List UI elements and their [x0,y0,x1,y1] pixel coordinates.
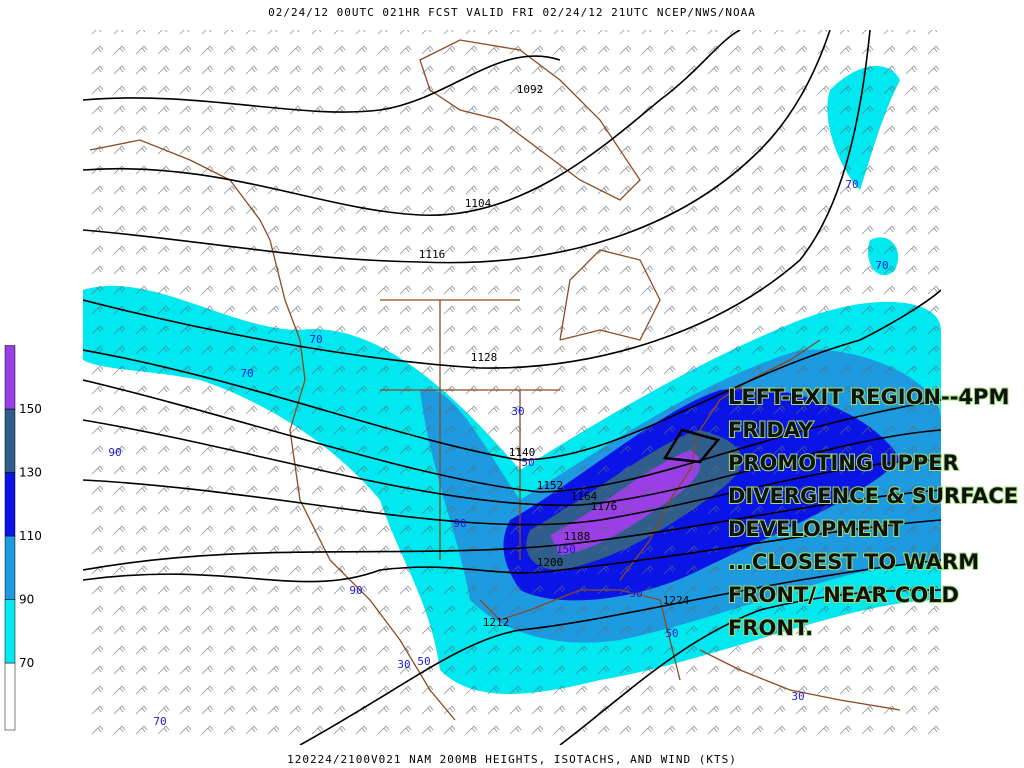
isotach-label: 90 [629,587,642,600]
isotach-label: 90 [349,584,362,597]
contour-label: 1176 [591,500,618,513]
contour-label: 1152 [537,479,564,492]
contour-label: 1212 [483,616,510,629]
isotach-label: 50 [417,655,430,668]
highlight-box [662,428,721,464]
contour-label: 1128 [471,351,498,364]
annotation-line: ...CLOSEST TO WARM [728,550,979,574]
annotation-line: FRONT/ NEAR COLD [728,583,959,607]
isotach-label: 150 [556,543,576,556]
colorbar-segment [4,345,16,410]
contour-label: 1224 [663,594,690,607]
footer-caption: 120224/2100V021 NAM 200MB HEIGHTS, ISOTA… [287,753,737,766]
isotach-label: 30 [511,405,524,418]
annotation-line: FRIDAY [728,418,814,442]
isotach-label: 30 [791,690,804,703]
isotach-label: 70 [153,715,166,728]
coastlines [89,39,901,721]
annotation-line: DIVERGENCE & SURFACE [728,484,1018,508]
annotation-line: PROMOTING UPPER [728,451,959,475]
colorbar-label: 130 [19,466,42,480]
isotach-label: 90 [453,517,466,530]
annotation-line: FRONT. [728,616,813,640]
isotach-label: 90 [108,446,121,459]
colorbar-label: 150 [19,402,42,416]
isotach-label: 70 [845,178,858,191]
contour-label: 1092 [517,83,544,96]
colorbar-segment [4,535,16,600]
isotach-label: 70 [240,367,253,380]
map-area: 1092110411161128114011521164117611881200… [83,30,941,745]
colorbar-label: 70 [19,656,34,670]
colorbar-segment [4,472,16,537]
contour-label: 1104 [465,197,492,210]
annotation-line: LEFT-EXIT REGION--4PM [728,385,1009,409]
isotach-label: 70 [875,259,888,272]
colorbar-label: 110 [19,529,42,543]
colorbar-segment [4,408,16,473]
colorbar-label: 90 [19,593,34,607]
contour-label: 1116 [419,248,446,261]
annotation-line: DEVELOPMENT [728,517,904,541]
header-title: 02/24/12 00UTC 021HR FCST VALID FRI 02/2… [268,6,756,19]
colorbar-segment [4,599,16,664]
isotach-label: 50 [521,456,534,469]
contour-label: 1188 [564,530,591,543]
isotach-label: 70 [309,333,322,346]
isotach-label: 30 [397,658,410,671]
colorbar: 70 90 110 130 150 [4,345,42,731]
contour-label: 1164 [571,490,598,503]
contour-label: 1200 [537,556,564,569]
height-contours [83,30,941,745]
map-labels: 1092110411161128114011521164117611881200… [108,83,888,728]
annotation: LEFT-EXIT REGION--4PM FRIDAY PROMOTING UPP… [727,384,1019,641]
contour-label: 1140 [509,446,536,459]
isotach-label: 50 [665,627,678,640]
